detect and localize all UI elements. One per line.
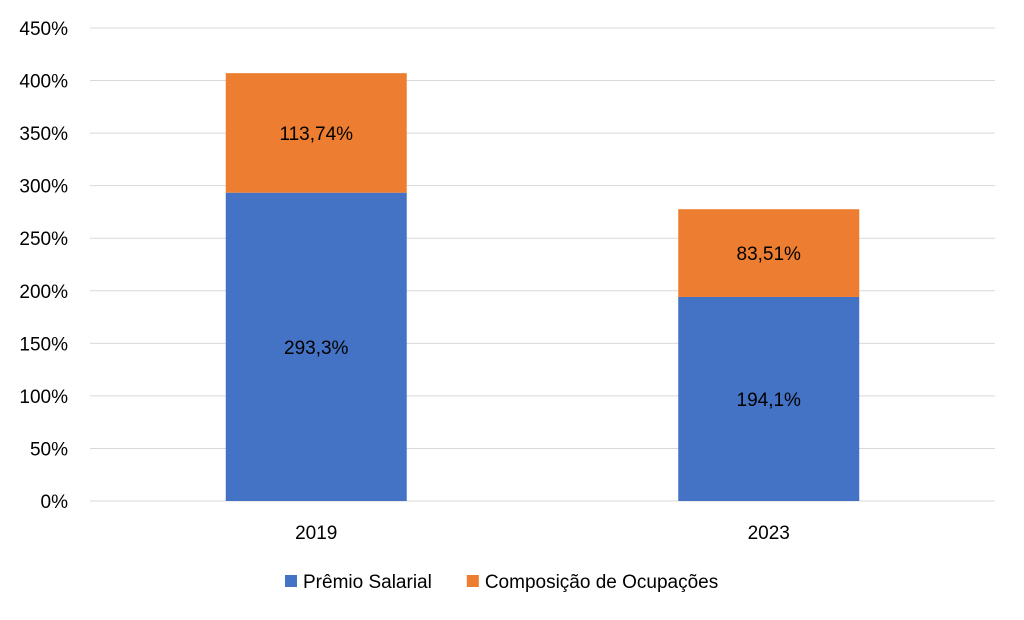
legend-swatch xyxy=(466,575,479,587)
y-tick-label: 200% xyxy=(19,282,68,303)
x-tick-label: 2023 xyxy=(748,523,790,544)
y-tick-label: 400% xyxy=(19,72,68,93)
bar-2019-series-0 xyxy=(225,192,407,501)
bar-2023-series-0 xyxy=(678,296,860,501)
legend-label: Prêmio Salarial xyxy=(303,572,432,593)
y-tick-label: 100% xyxy=(19,387,68,408)
legend-swatch xyxy=(285,575,297,587)
y-tick-label: 50% xyxy=(30,439,68,460)
bar-2023-series-1 xyxy=(678,209,860,297)
data-label: 113,74% xyxy=(279,124,353,145)
data-label: 83,51% xyxy=(737,244,802,265)
y-tick-label: 300% xyxy=(19,177,68,198)
legend-label: Composição de Ocupações xyxy=(485,572,718,593)
y-tick-label: 250% xyxy=(19,229,68,250)
bar-2019-series-1 xyxy=(225,73,407,193)
y-tick-label: 0% xyxy=(41,492,69,513)
data-label: 293,3% xyxy=(284,338,349,359)
y-tick-label: 150% xyxy=(19,334,68,355)
x-tick-label: 2019 xyxy=(295,523,337,544)
y-tick-label: 450% xyxy=(19,19,68,40)
y-tick-label: 350% xyxy=(19,124,68,145)
data-label: 194,1% xyxy=(737,390,802,411)
